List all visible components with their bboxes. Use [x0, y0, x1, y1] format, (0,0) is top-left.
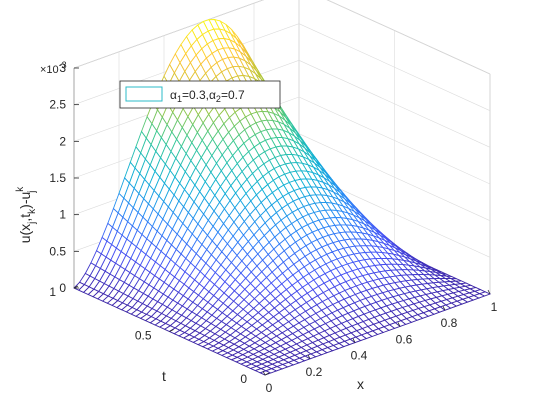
- x-tick-label: 1: [491, 300, 498, 314]
- z-axis-label: u(xj,tk)-ukj: [15, 186, 38, 244]
- legend-box: [119, 80, 281, 109]
- legend-swatch: [125, 86, 163, 102]
- legend-label: α1=0.3,α2=0.7: [170, 88, 245, 104]
- x-tick: [442, 306, 446, 311]
- t-tick: [73, 285, 79, 289]
- x-tick-label: 0.6: [396, 332, 413, 346]
- z-tick-label: 2: [59, 134, 66, 148]
- t-tick: [264, 372, 270, 376]
- z-exponent-label: ×10-3: [40, 60, 67, 76]
- x-tick: [262, 370, 266, 376]
- z-tick-label: 1: [59, 208, 66, 222]
- z-tick-label: 0: [59, 281, 66, 295]
- t-tick: [169, 329, 174, 332]
- surface-cell: [258, 370, 272, 376]
- x-tick-label: 0.8: [441, 316, 458, 330]
- t-tick-label: 1: [49, 285, 56, 299]
- x-axis-label: x: [357, 376, 364, 392]
- t-tick-label: 0: [240, 372, 247, 386]
- x-tick-label: 0.2: [306, 365, 323, 379]
- z-tick-label: 1.5: [49, 171, 66, 185]
- x-tick: [487, 289, 491, 295]
- x-tick-label: 0: [266, 381, 273, 395]
- surface-mesh: [73, 18, 492, 376]
- z-tick-label: 2.5: [49, 98, 66, 112]
- x-tick-label: 0.4: [351, 349, 368, 363]
- x-tick: [397, 322, 401, 327]
- legend: α1=0.3,α2=0.7: [119, 80, 281, 109]
- z-tick-label: 3: [59, 61, 66, 75]
- z-tick-label: 0.5: [49, 244, 66, 258]
- grid-line: [73, 0, 264, 69]
- t-axis-label: t: [162, 368, 166, 384]
- x-tick: [352, 338, 356, 343]
- x-tick: [307, 354, 311, 359]
- t-tick-label: 0.5: [135, 329, 152, 343]
